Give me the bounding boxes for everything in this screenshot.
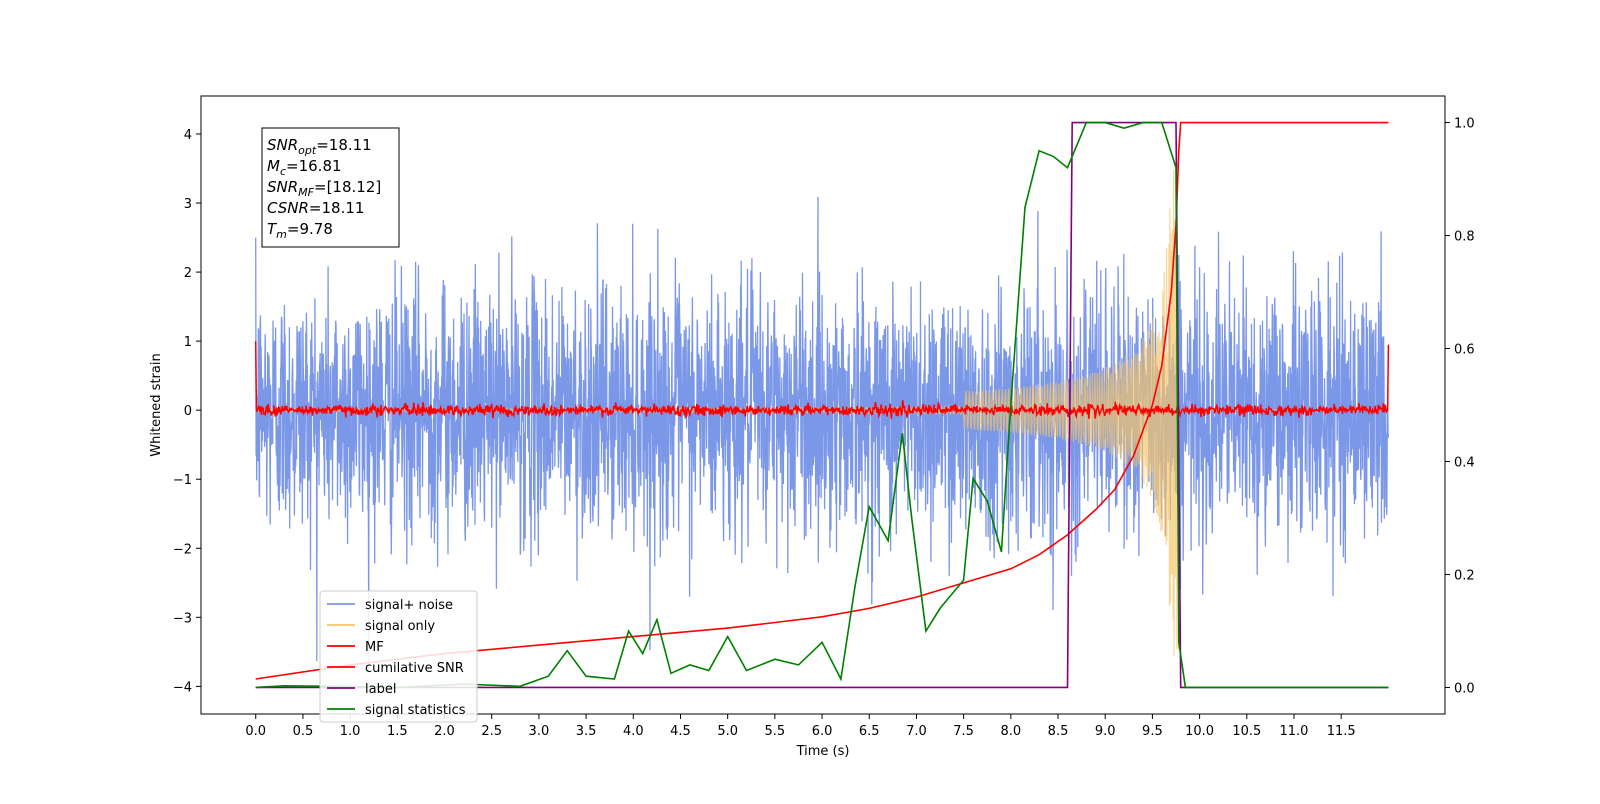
series-mf-line: [254, 341, 1390, 420]
annotation-frame: [261, 127, 400, 248]
annotation-line: Tm=9.78: [267, 220, 333, 241]
legend-label: cumilative SNR: [365, 661, 464, 676]
x-tick-label: 10.0: [1185, 724, 1214, 739]
y-tick-label: 4: [184, 128, 192, 143]
x-tick-label: 1.5: [387, 724, 408, 739]
x-tick-label: 0.5: [293, 724, 314, 739]
x-tick-label: 7.0: [906, 724, 927, 739]
x-tick-label: 9.5: [1142, 724, 1163, 739]
x-tick-label: 4.5: [670, 724, 691, 739]
y-tick-label: 1: [184, 335, 192, 350]
series-cumulative-snr-line: [255, 121, 1389, 680]
legend-label: signal statistics: [365, 703, 466, 718]
x-tick-label: 8.0: [1000, 724, 1021, 739]
axes-frame: [200, 95, 1446, 715]
annotation-line: SNRopt=18.11: [267, 136, 372, 157]
legend-label: signal only: [365, 619, 435, 634]
y2-tick-label: 0.2: [1454, 568, 1475, 583]
legend-label: signal+ noise: [365, 598, 453, 613]
series-signal-noise-line: [255, 196, 1390, 671]
x-tick-label: 5.5: [765, 724, 786, 739]
annotation-line: CSNR=18.11: [267, 199, 364, 217]
x-tick-label: 11.0: [1280, 724, 1309, 739]
annotation-line: SNRMF=[18.12]: [267, 178, 381, 199]
y-tick-label: −2: [173, 542, 192, 557]
annotation-line: Mc=16.81: [267, 157, 342, 178]
y2-tick-label: 1.0: [1454, 117, 1475, 132]
y-axis: 4 3 2 1 0 −1 −2 −3 −4: [173, 128, 201, 695]
y-tick-label: 0: [184, 404, 192, 419]
legend-label: label: [365, 682, 396, 697]
x-tick-label: 3.5: [576, 724, 597, 739]
y-axis-title: Whitened strain: [149, 353, 164, 456]
y2-tick-label: 0.0: [1454, 681, 1475, 696]
x-tick-label: 8.5: [1048, 724, 1069, 739]
plot-area: [254, 121, 1390, 689]
x-tick-label: 2.5: [481, 724, 502, 739]
x-tick-label: 6.0: [812, 724, 833, 739]
y-tick-label: −1: [173, 473, 192, 488]
x-tick-label: 6.5: [859, 724, 880, 739]
y-tick-label: −3: [173, 611, 192, 626]
x-tick-label: 11.5: [1327, 724, 1356, 739]
x-tick-label: 3.0: [529, 724, 550, 739]
y-tick-label: 3: [184, 197, 192, 212]
legend: signal+ noise signal only MF cumilative SNR…: [319, 590, 478, 723]
annotation-box: SNRopt=18.11Mc=16.81SNRMF=[18.12]CSNR=18…: [261, 127, 400, 248]
x-tick-label: 0.0: [245, 724, 266, 739]
y2-tick-label: 0.6: [1454, 343, 1475, 358]
x-tick-label: 1.0: [340, 724, 361, 739]
x-tick-label: 9.0: [1095, 724, 1116, 739]
x-axis-title: Time (s): [796, 744, 850, 759]
y-tick-label: 2: [184, 266, 192, 281]
y2-tick-label: 0.4: [1454, 455, 1475, 470]
x-axis: 0.0 0.5 1.0 1.5 2.0 2.5 3.0 3.5 4.0 4.5 5.0 5.5 6.0 6…: [245, 714, 1356, 739]
series-signal-statistics-line: [255, 121, 1389, 689]
x-tick-label: 5.0: [717, 724, 738, 739]
x-tick-label: 4.0: [623, 724, 644, 739]
x-tick-label: 2.0: [434, 724, 455, 739]
x-tick-label: 7.5: [953, 724, 974, 739]
x-tick-label: 10.5: [1232, 724, 1261, 739]
legend-frame: [319, 590, 478, 723]
y-tick-label: −4: [173, 680, 192, 695]
y2-tick-label: 0.8: [1454, 230, 1475, 245]
legend-label: MF: [365, 640, 384, 655]
y2-axis: 1.0 0.8 0.6 0.4 0.2 0.0: [1445, 117, 1475, 696]
